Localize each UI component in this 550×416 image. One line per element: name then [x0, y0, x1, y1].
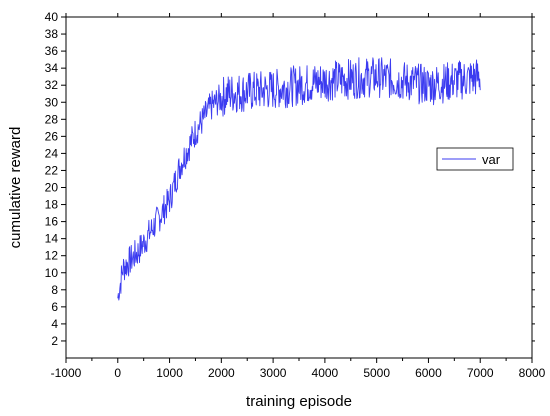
series-layer [117, 57, 481, 301]
x-tick-label: 2000 [208, 366, 235, 380]
plot-border [65, 16, 533, 359]
legend-label-var: var [482, 152, 501, 167]
y-tick-label: 14 [45, 232, 59, 246]
y-tick-label: 16 [45, 215, 59, 229]
y-tick-label: 26 [45, 129, 59, 143]
y-tick-label: 4 [51, 317, 58, 331]
y-tick-label: 20 [45, 181, 59, 195]
y-tick-label: 8 [51, 283, 58, 297]
y-tick-label: 28 [45, 112, 59, 126]
x-tick-label: 1000 [156, 366, 183, 380]
x-tick-label: 5000 [363, 366, 390, 380]
x-tick-label: 3000 [260, 366, 287, 380]
y-tick-label: 10 [45, 266, 59, 280]
y-tick-label: 22 [45, 163, 59, 177]
y-tick-label: 36 [45, 44, 59, 58]
y-tick-label: 6 [51, 300, 58, 314]
axis-ticks: -1000 0 1000 2000 3000 4000 5000 6000 7000 800024… [45, 10, 546, 380]
y-tick-label: 2 [51, 334, 58, 348]
y-tick-label: 34 [45, 61, 59, 75]
x-tick-label: 7000 [467, 366, 494, 380]
x-tick-label: -1000 [51, 366, 82, 380]
plot-frame [65, 16, 533, 359]
y-tick-label: 38 [45, 27, 59, 41]
series-line-var [117, 57, 481, 301]
y-tick-label: 24 [45, 146, 59, 160]
y-tick-label: 18 [45, 198, 59, 212]
legend: var [436, 147, 514, 171]
x-tick-label: 8000 [519, 366, 546, 380]
x-tick-label: 4000 [312, 366, 339, 380]
y-tick-label: 40 [45, 10, 59, 24]
y-tick-label: 32 [45, 78, 59, 92]
y-tick-label: 12 [45, 249, 59, 263]
x-axis-label: training episode [246, 393, 352, 410]
y-axis-label: cumulative reward [7, 127, 24, 249]
x-tick-label: 6000 [415, 366, 442, 380]
x-tick-label: 0 [114, 366, 121, 380]
y-tick-label: 30 [45, 95, 59, 109]
